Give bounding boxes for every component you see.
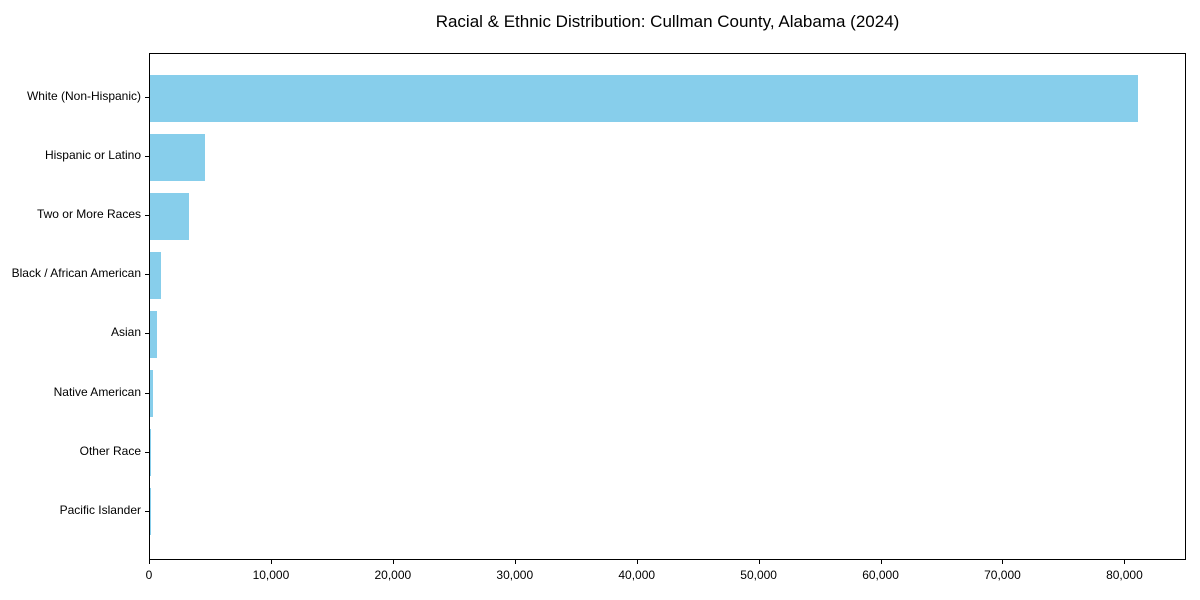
y-tick-mark (145, 333, 149, 335)
y-tick-label: Hispanic or Latino (44, 148, 141, 163)
y-tick-label: Black / African American (11, 266, 141, 281)
x-tick-mark (392, 560, 394, 564)
x-tick-label: 10,000 (252, 568, 290, 582)
x-tick-mark (880, 560, 882, 564)
x-tick-mark (1002, 560, 1004, 564)
x-tick-label: 50,000 (740, 568, 777, 582)
y-tick-label: Pacific Islander (59, 502, 141, 517)
bar-two-or-more-races (150, 192, 190, 240)
x-tick-mark (1124, 560, 1126, 564)
bar-asian (150, 310, 157, 358)
x-tick-mark (514, 560, 516, 564)
y-tick-mark (145, 510, 149, 512)
bar-white-non-hispanic (150, 74, 1138, 122)
y-tick-mark (145, 392, 149, 394)
bar-black-african-american (150, 251, 161, 299)
y-tick-mark (145, 156, 149, 158)
y-tick-mark (145, 274, 149, 276)
y-tick-mark (145, 451, 149, 453)
chart-title: Racial & Ethnic Distribution: Cullman Co… (435, 12, 900, 31)
bar-hispanic-or-latino (150, 133, 205, 181)
y-tick-label: Asian (110, 325, 141, 340)
plot-area (149, 53, 1186, 560)
x-tick-label: 80,000 (1106, 568, 1143, 582)
y-tick-label: Native American (53, 384, 141, 399)
y-tick-label: White (Non-Hispanic) (26, 89, 141, 103)
x-tick-label: 20,000 (374, 568, 412, 582)
x-tick-mark (758, 560, 760, 564)
x-tick-label: 0 (145, 568, 153, 582)
y-tick-mark (145, 97, 149, 98)
x-tick-label: 30,000 (496, 568, 534, 582)
x-tick-label: 70,000 (984, 568, 1021, 582)
x-tick-mark (270, 560, 272, 564)
x-tick-mark (149, 560, 150, 564)
y-tick-mark (145, 215, 149, 217)
x-tick-label: 60,000 (862, 568, 899, 582)
bar-native-american (150, 370, 154, 417)
y-tick-label: Other Race (79, 443, 141, 458)
x-tick-mark (636, 560, 638, 564)
y-tick-label: Two or More Races (36, 207, 141, 222)
bar-other-race (150, 429, 152, 477)
x-tick-label: 40,000 (618, 568, 656, 582)
